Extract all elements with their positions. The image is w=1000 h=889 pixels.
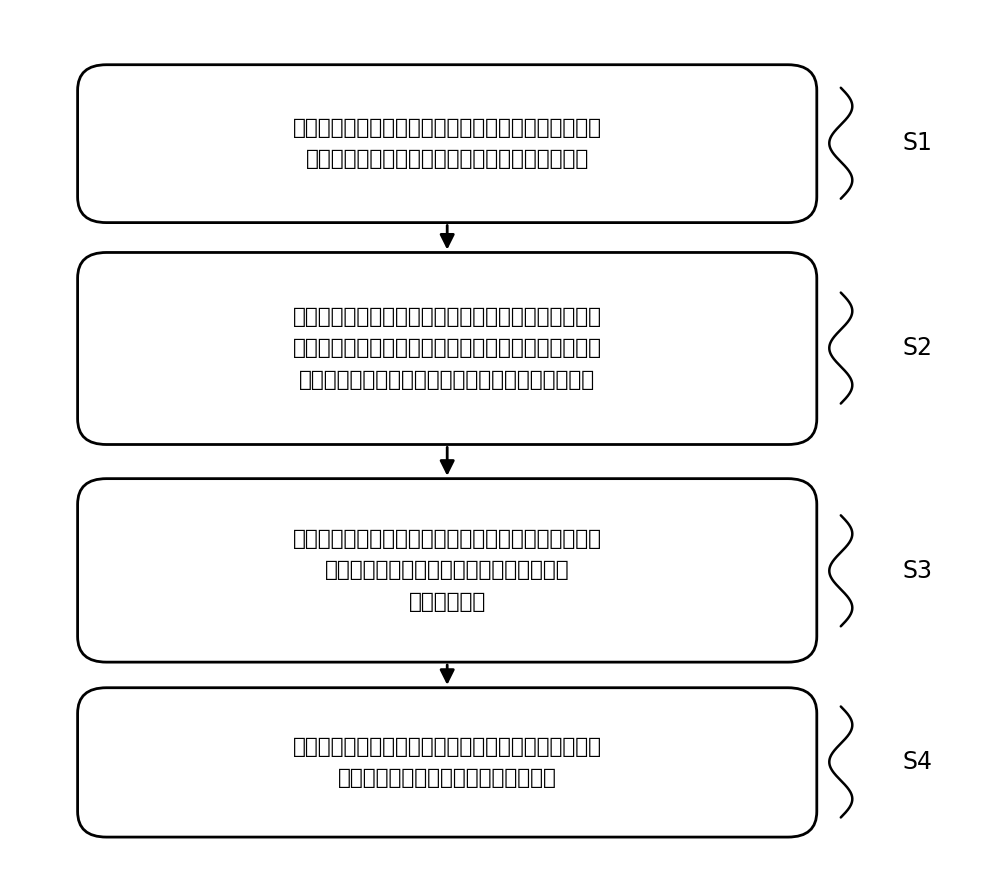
Text: 获取所述待检测油气井的参数信息，根据所述参数信息
计算所述声波信号在所述待检测油气井环空
中的沿程声速: 获取所述待检测油气井的参数信息，根据所述参数信息 计算所述声波信号在所述待检测油…: [293, 529, 602, 612]
Text: 采集待检测油气井环空中的声波信号，对所述声波信号
进行自相关分析，获取所述声波信号的自相关函数: 采集待检测油气井环空中的声波信号，对所述声波信号 进行自相关分析，获取所述声波信…: [293, 118, 602, 169]
FancyBboxPatch shape: [78, 65, 817, 222]
Text: 根据所述第一特征时间、所述第二特征时间、所述沿程
声速，定位所述井下管柱泄漏点的位置: 根据所述第一特征时间、所述第二特征时间、所述沿程 声速，定位所述井下管柱泄漏点的…: [293, 737, 602, 788]
Text: 将所述自相关函数的时间正半轴的第一个负峰值点对应
的时间作为第一特征时间，将所述自相关函数的时间正
半轴的第一个正峰值点对应的时间作为第二特征时间: 将所述自相关函数的时间正半轴的第一个负峰值点对应 的时间作为第一特征时间，将所述…: [293, 308, 602, 389]
Text: S2: S2: [903, 336, 933, 360]
Text: S4: S4: [903, 750, 933, 774]
Text: S3: S3: [903, 559, 933, 583]
FancyBboxPatch shape: [78, 252, 817, 444]
Text: S1: S1: [903, 132, 933, 156]
FancyBboxPatch shape: [78, 478, 817, 662]
FancyBboxPatch shape: [78, 688, 817, 837]
